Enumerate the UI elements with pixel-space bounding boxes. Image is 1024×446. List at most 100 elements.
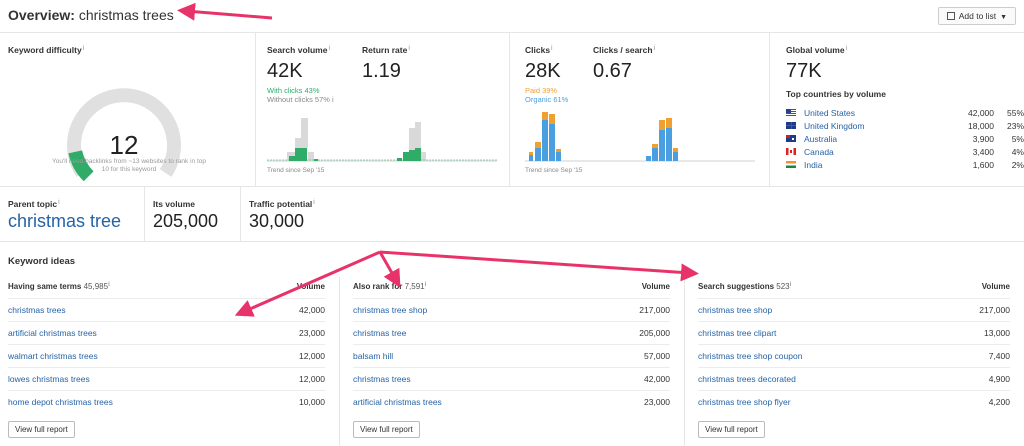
column-heading: Search suggestions [698,282,775,291]
page-title: Overview: christmas trees [8,7,174,23]
info-icon[interactable]: i [328,45,331,52]
info-icon[interactable]: i [108,282,110,288]
uk-flag-icon [786,122,796,129]
ca-flag-icon [786,148,796,155]
annotation-arrow [379,250,699,282]
table-row: christmas trees 42,000 [8,298,325,321]
country-link[interactable]: Australia [804,133,838,144]
keyword-link[interactable]: christmas tree clipart [698,328,777,338]
search-suggestions-column: Search suggestions 523i Volume christmas… [690,277,1024,446]
table-row: christmas tree shop flyer 4,200 [698,390,1010,413]
add-to-list-button[interactable]: Add to list ▼ [937,7,1016,25]
search-volume-trend-chart [267,118,497,162]
paid-clicks-text: Paid 39% [525,86,558,95]
search-volume-metric: Search volumei 42K With clicks 43% Witho… [267,45,334,104]
trend-bar [415,148,421,161]
country-percent: 4% [1011,146,1024,157]
column-count: 45,985 [83,282,109,291]
keyword-link[interactable]: lowes christmas trees [8,374,90,384]
table-row: christmas tree shop 217,000 [353,298,670,321]
country-link[interactable]: United Kingdom [804,120,865,131]
search-volume-label: Search volumei [267,45,331,55]
country-volume: 42,000 [968,107,994,118]
table-row: christmas tree 205,000 [353,321,670,344]
difficulty-note: You'll need backlinks from ~13 websites … [51,158,207,173]
trend-bar [289,156,295,161]
keyword-volume: 217,000 [639,305,670,315]
trend-bar [666,118,672,128]
keyword-link[interactable]: christmas trees decorated [698,374,796,384]
table-row: walmart christmas trees 12,000 [8,344,325,367]
country-link[interactable]: India [804,159,823,170]
keyword-volume: 7,400 [988,351,1010,361]
keyword-link[interactable]: artificial christmas trees [8,328,97,338]
top-countries-label: Top countries by volume [786,89,886,99]
in-flag-icon [786,161,796,168]
trend-bar [409,128,415,152]
clicks-per-search-label: Clicks / searchi [593,45,656,55]
keyword-link[interactable]: christmas tree shop [353,305,428,315]
info-icon[interactable]: i [82,45,85,52]
add-to-list-label: Add to list [958,11,997,21]
trend-bar [673,148,678,152]
keyword-link[interactable]: christmas trees [353,374,411,384]
clicks-label: Clicksi [525,45,553,55]
view-full-report-button[interactable]: View full report [353,421,420,438]
country-link[interactable]: United States [804,107,856,118]
keyword-link[interactable]: christmas trees [8,305,66,315]
keyword-link[interactable]: christmas tree shop flyer [698,397,791,407]
info-icon[interactable]: i [313,199,315,206]
view-full-report-button[interactable]: View full report [8,421,75,438]
trend-since-text: Trend since Sep '15 [267,167,325,174]
parent-topic-link[interactable]: christmas tree [8,211,122,231]
column-header: Also rank for 7,591i Volume [353,282,670,296]
keyword-link[interactable]: christmas tree [353,328,407,338]
view-full-report-button[interactable]: View full report [698,421,765,438]
country-link[interactable]: Canada [804,146,834,157]
keyword-link[interactable]: home depot christmas trees [8,397,113,407]
with-clicks-text: With clicks 43% [267,86,320,95]
table-row: lowes christmas trees 12,000 [8,367,325,390]
global-volume-metric: Global volumei 77K [786,45,847,83]
keyword-link[interactable]: walmart christmas trees [8,351,98,361]
its-volume-panel: Its volume 205,000 [145,187,241,241]
keyword-difficulty-label: Keyword difficultyi [8,45,85,55]
trend-bar [666,128,672,161]
trend-bar [652,148,658,161]
trend-bar [529,155,533,161]
info-icon[interactable]: i [653,45,656,52]
keyword-link[interactable]: christmas tree shop [698,305,773,315]
global-volume-panel: Global volumei 77K Top countries by volu… [770,33,1024,186]
info-icon[interactable]: i [424,282,427,288]
country-row: Canada 3,400 4% [786,145,1024,158]
keyword-volume: 13,000 [984,328,1010,338]
trend-since-text: Trend since Sep '15 [525,167,583,174]
keyword-volume: 12,000 [299,351,325,361]
keyword-volume: 4,200 [988,397,1010,407]
trend-bar [673,152,678,161]
info-icon[interactable]: i [408,45,410,52]
caret-down-icon: ▼ [1000,14,1007,21]
info-icon[interactable]: i [332,95,334,104]
list-icon [946,12,955,20]
keyword-link[interactable]: christmas tree shop coupon [698,351,803,361]
info-icon[interactable]: i [845,45,848,52]
title-prefix: Overview: [8,7,75,23]
clicks-per-search-value: 0.67 [593,60,632,82]
keyword-link[interactable]: balsam hill [353,351,394,361]
keyword-list: christmas tree shop 217,000 christmas tre… [353,298,670,413]
info-icon[interactable]: i [551,45,553,52]
traffic-potential-label: Traffic potentiali [249,199,315,209]
info-icon[interactable]: i [58,199,60,206]
column-header: Having same terms 45,985i Volume [8,282,325,296]
keyword-link[interactable]: artificial christmas trees [353,397,442,407]
organic-clicks-text: Organic 61% [525,95,569,104]
trend-bar [308,152,314,161]
table-row: christmas tree shop 217,000 [698,298,1010,321]
keyword-volume: 23,000 [299,328,325,338]
trend-bar [646,156,651,161]
trend-bar [542,120,548,161]
info-icon[interactable]: i [789,282,792,288]
also-rank-for-column: Also rank for 7,591i Volume christmas tr… [345,277,685,446]
traffic-potential-panel: Traffic potentiali 30,000 [241,187,341,241]
